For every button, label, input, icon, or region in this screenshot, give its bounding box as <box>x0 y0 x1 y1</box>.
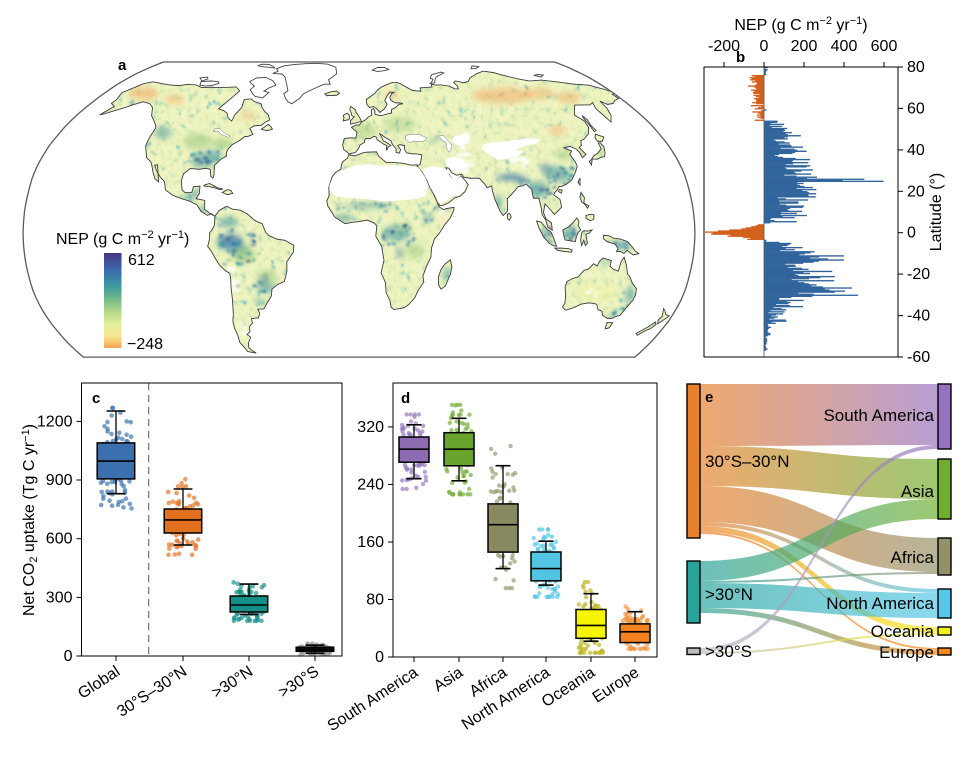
svg-text:e: e <box>705 389 713 406</box>
svg-text:240: 240 <box>357 476 384 493</box>
svg-text:0: 0 <box>907 225 916 242</box>
svg-text:Africa: Africa <box>891 548 935 567</box>
svg-text:NEP (g C m−2 yr−1): NEP (g C m−2 yr−1) <box>734 15 867 34</box>
svg-text:40: 40 <box>907 142 925 159</box>
svg-text:>30°N: >30°N <box>705 585 753 604</box>
svg-text:600: 600 <box>46 531 73 548</box>
svg-text:b: b <box>736 49 745 66</box>
svg-text:600: 600 <box>871 38 898 55</box>
svg-text:>30°S: >30°S <box>705 642 752 661</box>
svg-text:NEP (g C m−2 yr−1): NEP (g C m−2 yr−1) <box>56 229 189 248</box>
svg-text:300: 300 <box>46 589 73 606</box>
svg-text:0: 0 <box>760 38 769 55</box>
svg-text:612: 612 <box>128 252 155 269</box>
svg-text:20: 20 <box>907 183 925 200</box>
svg-text:-60: -60 <box>907 349 930 366</box>
svg-text:Europe: Europe <box>879 643 934 662</box>
svg-text:c: c <box>92 390 100 407</box>
svg-text:Asia: Asia <box>901 482 935 501</box>
svg-text:160: 160 <box>357 534 384 551</box>
svg-text:-20: -20 <box>907 266 930 283</box>
svg-text:Net CO2 uptake (Tg C yr−1): Net CO2 uptake (Tg C yr−1) <box>20 424 40 616</box>
svg-text:−248: −248 <box>127 336 163 353</box>
svg-text:1200: 1200 <box>37 413 73 430</box>
svg-text:60: 60 <box>907 100 925 117</box>
svg-text:80: 80 <box>907 59 925 76</box>
svg-text:Oceania: Oceania <box>871 622 935 641</box>
svg-text:South America: South America <box>823 406 934 425</box>
svg-text:900: 900 <box>46 472 73 489</box>
svg-text:0: 0 <box>375 649 384 666</box>
svg-text:200: 200 <box>791 38 818 55</box>
svg-text:d: d <box>401 390 410 407</box>
svg-text:-40: -40 <box>907 308 930 325</box>
svg-text:0: 0 <box>64 648 73 665</box>
svg-text:-200: -200 <box>708 38 740 55</box>
svg-text:320: 320 <box>357 419 384 436</box>
svg-text:a: a <box>118 57 127 74</box>
svg-text:North America: North America <box>826 594 934 613</box>
svg-text:Latitude (°): Latitude (°) <box>928 173 945 251</box>
svg-text:80: 80 <box>366 592 384 609</box>
svg-text:400: 400 <box>831 38 858 55</box>
svg-text:30°S–30°N: 30°S–30°N <box>705 452 790 471</box>
